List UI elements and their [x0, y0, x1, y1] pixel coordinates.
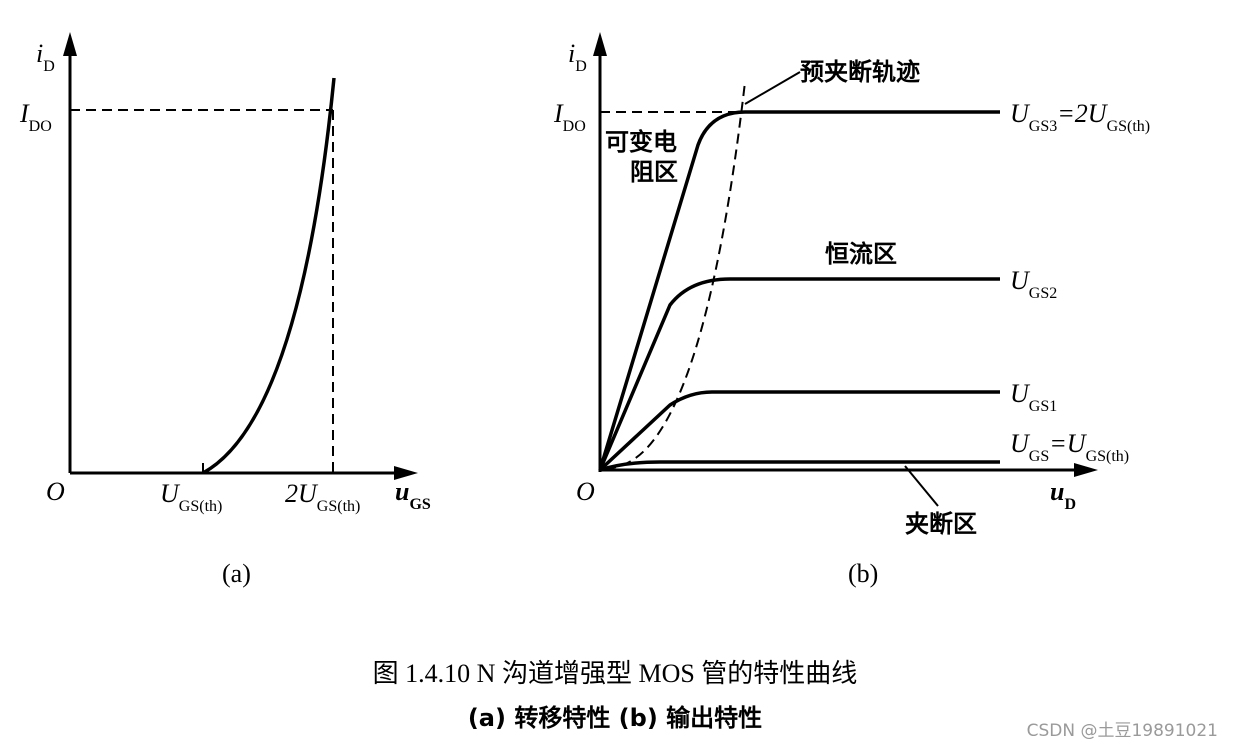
curve-label: UGS2	[1010, 266, 1057, 302]
label-sub: GS	[409, 496, 430, 513]
leader-line	[904, 465, 939, 507]
label-part: =U	[1049, 429, 1088, 458]
label-sub: GS(th)	[1107, 118, 1151, 135]
label-part: u	[1050, 477, 1064, 506]
region-label: 恒流区	[825, 240, 897, 268]
label-sub: GS(th)	[179, 498, 223, 515]
arrow	[394, 466, 418, 480]
label-sub: GS2	[1029, 285, 1057, 302]
label-sub: GS(th)	[317, 498, 361, 515]
y-mark: IDO	[19, 99, 52, 135]
y-label: iD	[568, 39, 587, 75]
transfer-curve	[202, 77, 336, 475]
y-label: iD	[36, 39, 55, 75]
label-part: U	[160, 479, 181, 508]
label-part: I	[19, 99, 30, 128]
label-part: U	[1010, 429, 1031, 458]
output-curve	[598, 110, 1000, 471]
x-mark: 2UGS(th)	[285, 479, 360, 515]
arrow	[1074, 463, 1098, 477]
label-part: U	[1010, 99, 1031, 128]
panel-b: iD IDO O uD 预夹断轨迹 可变电 阻区 恒流区 夹断区 UGS3=2U…	[553, 32, 1150, 588]
label-sub: GS	[1029, 448, 1049, 465]
panel-caption: (b)	[848, 559, 878, 588]
panel-caption: (a)	[222, 559, 251, 588]
region-label: 可变电	[605, 128, 677, 156]
label-part: 2U	[285, 479, 319, 508]
label-sub: DO	[563, 118, 586, 135]
label-sub: GS(th)	[1086, 448, 1130, 465]
output-curve	[598, 390, 1000, 472]
watermark: CSDN @土豆19891021	[1027, 721, 1218, 741]
figure-subtitle: (a) 转移特性 (b) 输出特性	[468, 704, 762, 732]
label-sub: D	[1064, 496, 1076, 513]
y-mark: IDO	[553, 99, 586, 135]
leader-line	[744, 71, 801, 105]
output-curve	[598, 277, 1000, 471]
label-part: =2U	[1057, 99, 1109, 128]
panel-a: iD IDO O UGS(th) 2UGS(th) uGS (a)	[19, 32, 431, 588]
output-curve	[599, 460, 1000, 472]
figure-title: 图 1.4.10 N 沟道增强型 MOS 管的特性曲线	[373, 659, 858, 688]
label-sub: GS1	[1029, 398, 1057, 415]
origin: O	[46, 477, 65, 506]
label-sub: GS3	[1029, 118, 1057, 135]
region-label: 夹断区	[905, 510, 977, 538]
x-label: uD	[1050, 477, 1076, 513]
arrow	[593, 32, 607, 56]
pinch-off-locus	[605, 81, 746, 470]
label-part: i	[568, 39, 575, 68]
label-part: u	[395, 477, 409, 506]
region-label: 预夹断轨迹	[800, 58, 920, 86]
origin: O	[576, 477, 595, 506]
curve-label: UGS3=2UGS(th)	[1010, 99, 1150, 135]
label-part: U	[1010, 266, 1031, 295]
x-label: uGS	[395, 477, 431, 513]
label-sub: DO	[29, 118, 52, 135]
dashed-guide	[70, 109, 334, 473]
label-sub: D	[575, 58, 587, 75]
label-part: i	[36, 39, 43, 68]
x-mark: UGS(th)	[160, 479, 222, 515]
arrow	[63, 32, 77, 56]
label-sub: D	[43, 58, 55, 75]
label-part: U	[1010, 379, 1031, 408]
region-label: 阻区	[630, 158, 678, 186]
curve-label: UGS1	[1010, 379, 1057, 415]
label-part: I	[553, 99, 564, 128]
curve-label: UGS=UGS(th)	[1010, 429, 1129, 465]
